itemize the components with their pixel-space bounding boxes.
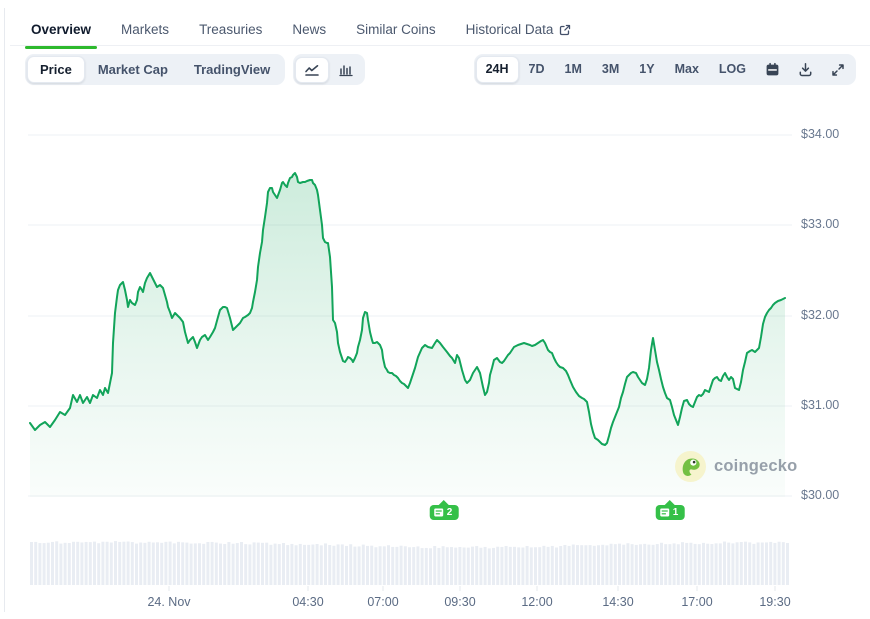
x-axis-ticks — [168, 586, 776, 591]
chart-range-toolbar: 24H 7D 1M 3M 1Y Max LOG — [473, 54, 856, 85]
x-axis-label: 14:30 — [602, 595, 634, 609]
tab-label: Similar Coins — [356, 22, 436, 37]
tab-overview[interactable]: Overview — [24, 14, 98, 49]
coingecko-watermark-text: coingecko — [714, 457, 798, 475]
tab-markets[interactable]: Markets — [118, 14, 172, 49]
expand-icon[interactable] — [822, 57, 854, 83]
range-segmented-control: 24H 7D 1M 3M 1Y Max LOG — [473, 54, 856, 85]
tab-historical-data[interactable]: Historical Data — [463, 14, 575, 49]
y-axis-label: $31.00 — [801, 398, 840, 412]
price-button[interactable]: Price — [27, 56, 85, 83]
tab-bar: Overview Markets Treasuries News Similar Coi… — [24, 14, 575, 49]
tab-label: Markets — [121, 22, 170, 37]
y-axis-label: $33.00 — [801, 217, 840, 231]
x-axis-label: 07:00 — [367, 595, 399, 609]
y-axis-label: $30.00 — [801, 488, 840, 502]
range-log-button[interactable]: LOG — [709, 56, 756, 83]
news-icon — [660, 508, 670, 517]
y-axis-label: $34.00 — [801, 127, 840, 141]
coingecko-watermark: coingecko — [675, 451, 797, 482]
bar-chart-icon[interactable] — [329, 57, 363, 83]
tradingview-button[interactable]: TradingView — [181, 56, 283, 83]
coingecko-logo-icon — [675, 451, 706, 482]
chart-metric-toolbar: Price Market Cap TradingView — [25, 54, 366, 85]
tab-label: Historical Data — [465, 22, 554, 37]
range-24h-button[interactable]: 24H — [475, 56, 519, 83]
chart-type-segmented-control — [293, 54, 366, 85]
line-chart-icon[interactable] — [295, 56, 330, 83]
range-max-button[interactable]: Max — [665, 56, 709, 83]
metric-segmented-control: Price Market Cap TradingView — [25, 54, 286, 85]
x-axis-label: 12:00 — [521, 595, 553, 609]
y-axis-label: $32.00 — [801, 308, 840, 322]
news-icon — [434, 508, 444, 517]
event-marker-badge[interactable]: 2 — [429, 505, 459, 520]
x-axis-label: 17:00 — [681, 595, 713, 609]
market-cap-button[interactable]: Market Cap — [85, 56, 181, 83]
calendar-icon[interactable] — [756, 56, 789, 83]
volume-bars — [30, 541, 789, 585]
range-1y-button[interactable]: 1Y — [629, 56, 664, 83]
tab-news[interactable]: News — [289, 14, 329, 49]
x-axis-label: 24. Nov — [147, 595, 191, 609]
external-link-icon — [559, 24, 571, 36]
price-area-fill — [30, 173, 785, 497]
x-axis-label: 04:30 — [292, 595, 324, 609]
tab-bar-divider — [10, 45, 870, 46]
download-icon[interactable] — [789, 56, 822, 83]
price-line — [29, 172, 786, 446]
tab-label: Treasuries — [199, 22, 263, 37]
tab-label: News — [292, 22, 327, 37]
page-left-border — [4, 8, 5, 612]
tab-similar-coins[interactable]: Similar Coins — [353, 14, 439, 49]
range-7d-button[interactable]: 7D — [519, 56, 555, 83]
range-3m-button[interactable]: 3M — [592, 56, 629, 83]
tab-treasuries[interactable]: Treasuries — [196, 14, 265, 49]
x-axis-label: 19:30 — [759, 595, 791, 609]
event-count: 2 — [446, 507, 453, 518]
tab-label: Overview — [31, 22, 92, 37]
x-axis-label: 09:30 — [444, 595, 476, 609]
event-marker-badge[interactable]: 1 — [655, 505, 685, 520]
event-count: 1 — [672, 507, 679, 518]
range-1m-button[interactable]: 1M — [555, 56, 592, 83]
